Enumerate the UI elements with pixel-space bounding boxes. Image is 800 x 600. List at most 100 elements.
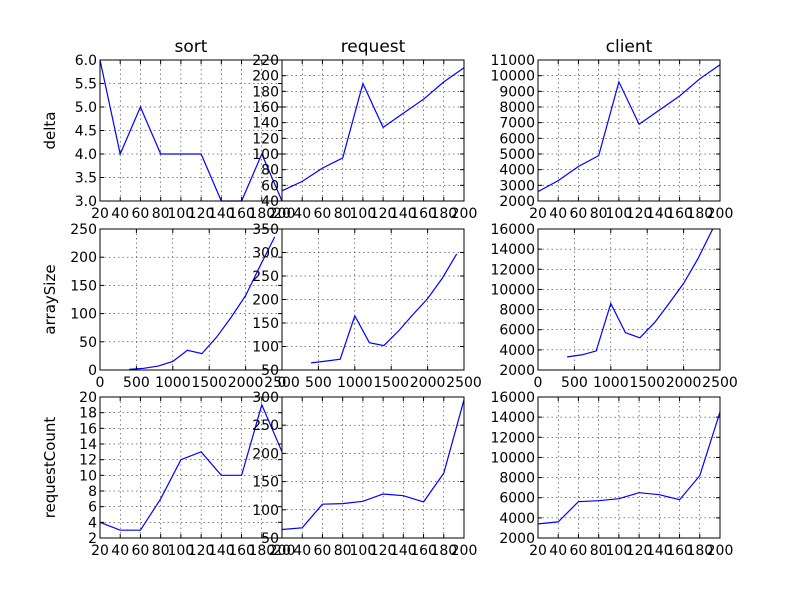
x-tick-label: 1000 (593, 375, 629, 391)
x-tick-label: 20 (91, 206, 109, 222)
x-tick-label: 160 (228, 543, 255, 559)
x-tick-label: 2500 (446, 375, 482, 391)
x-tick-label: 60 (132, 543, 150, 559)
y-tick-label: 5.5 (75, 77, 97, 93)
y-tick-label: 150 (70, 278, 97, 294)
y-tick-label: 16 (79, 421, 97, 437)
y-tick-label: 220 (252, 53, 279, 69)
x-tick-label: 160 (666, 206, 693, 222)
x-tick-label: 200 (451, 206, 478, 222)
y-tick-label: 100 (252, 503, 279, 519)
x-tick-label: 200 (269, 206, 296, 222)
y-tick-label: 10000 (490, 282, 535, 298)
series-line (537, 64, 721, 193)
y-tick-label: 180 (252, 84, 279, 100)
y-tick-label: 120 (252, 131, 279, 147)
x-tick-label: 80 (590, 206, 608, 222)
x-tick-label: 40 (111, 543, 129, 559)
x-tick-label: 500 (305, 375, 332, 391)
x-tick-label: 160 (666, 543, 693, 559)
x-tick-label: 200 (707, 543, 734, 559)
y-tick-label: 16000 (490, 222, 535, 238)
x-tick-label: 200 (451, 543, 478, 559)
y-tick-label: 20 (79, 390, 97, 406)
y-tick-label: 11000 (490, 53, 535, 69)
y-tick-label: 10000 (490, 69, 535, 85)
x-tick-label: 160 (228, 206, 255, 222)
y-tick-label: 50 (261, 363, 279, 379)
plot-frame (537, 228, 721, 371)
y-tick-label: 5000 (499, 147, 535, 163)
series-line (281, 67, 465, 192)
x-tick-label: 120 (370, 206, 397, 222)
y-tick-label: 8000 (499, 303, 535, 319)
x-tick-label: 180 (430, 543, 457, 559)
x-tick-label: 100 (350, 543, 377, 559)
x-tick-label: 500 (561, 375, 588, 391)
y-tick-label: 40 (261, 194, 279, 210)
x-tick-label: 100 (168, 543, 195, 559)
plot-frame (281, 59, 465, 202)
x-tick-label: 140 (390, 206, 417, 222)
y-tick-label: 0 (88, 363, 97, 379)
y-tick-label: 50 (261, 531, 279, 547)
x-tick-label: 120 (370, 543, 397, 559)
x-tick-label: 20 (529, 543, 547, 559)
x-tick-label: 60 (314, 206, 332, 222)
subplot-2: 20 40 60 8010012014016018020040608010012014… (252, 37, 477, 222)
x-tick-label: 120 (188, 206, 215, 222)
series-line (311, 253, 458, 364)
x-tick-label: 80 (590, 543, 608, 559)
y-tick-label: 5.0 (75, 100, 97, 116)
y-tick-label: 2000 (499, 363, 535, 379)
x-tick-label: 40 (549, 543, 567, 559)
y-tick-label: 150 (252, 316, 279, 332)
y-tick-label: 3.0 (75, 194, 97, 210)
subplot-6: 0 500 1000 1500 2000 250020004000600080001000… (490, 222, 737, 391)
x-tick-label: 2500 (702, 375, 738, 391)
x-tick-label: 180 (686, 543, 713, 559)
x-tick-label: 80 (152, 543, 170, 559)
y-tick-label: 8000 (499, 471, 535, 487)
y-tick-label: 100 (70, 307, 97, 323)
series-line (567, 228, 714, 358)
y-tick-label: 7000 (499, 116, 535, 132)
x-tick-label: 160 (410, 206, 437, 222)
x-tick-label: 60 (314, 543, 332, 559)
y-axis-label: requestCount (41, 417, 59, 519)
x-tick-label: 1000 (155, 375, 191, 391)
x-tick-label: 140 (390, 543, 417, 559)
x-tick-label: 60 (132, 206, 150, 222)
y-tick-label: 10 (79, 468, 97, 484)
y-tick-label: 50 (79, 335, 97, 351)
y-tick-label: 200 (70, 250, 97, 266)
series-line (281, 399, 465, 531)
y-tick-label: 2000 (499, 531, 535, 547)
x-tick-label: 20 (91, 543, 109, 559)
subplot-title: client (606, 37, 653, 57)
y-tick-label: 14000 (490, 242, 535, 258)
y-tick-label: 100 (252, 147, 279, 163)
x-tick-label: 0 (96, 375, 105, 391)
series-line (537, 411, 721, 525)
x-tick-label: 120 (626, 206, 653, 222)
x-tick-label: 180 (430, 206, 457, 222)
x-tick-label: 2000 (410, 375, 446, 391)
y-tick-label: 160 (252, 100, 279, 116)
x-tick-label: 80 (334, 206, 352, 222)
x-tick-label: 2000 (228, 375, 264, 391)
y-tick-label: 3.5 (75, 171, 97, 187)
y-axis-label: arraySize (41, 264, 59, 334)
x-tick-label: 0 (278, 375, 287, 391)
plot-frame (537, 396, 721, 539)
x-tick-label: 100 (168, 206, 195, 222)
subplot-title: sort (175, 37, 208, 57)
y-tick-label: 6000 (499, 131, 535, 147)
x-tick-label: 140 (208, 206, 235, 222)
subplot-7: 20 40 60 8010012014016018020024681012141618… (41, 390, 295, 559)
x-tick-label: 140 (646, 206, 673, 222)
x-tick-label: 120 (188, 543, 215, 559)
